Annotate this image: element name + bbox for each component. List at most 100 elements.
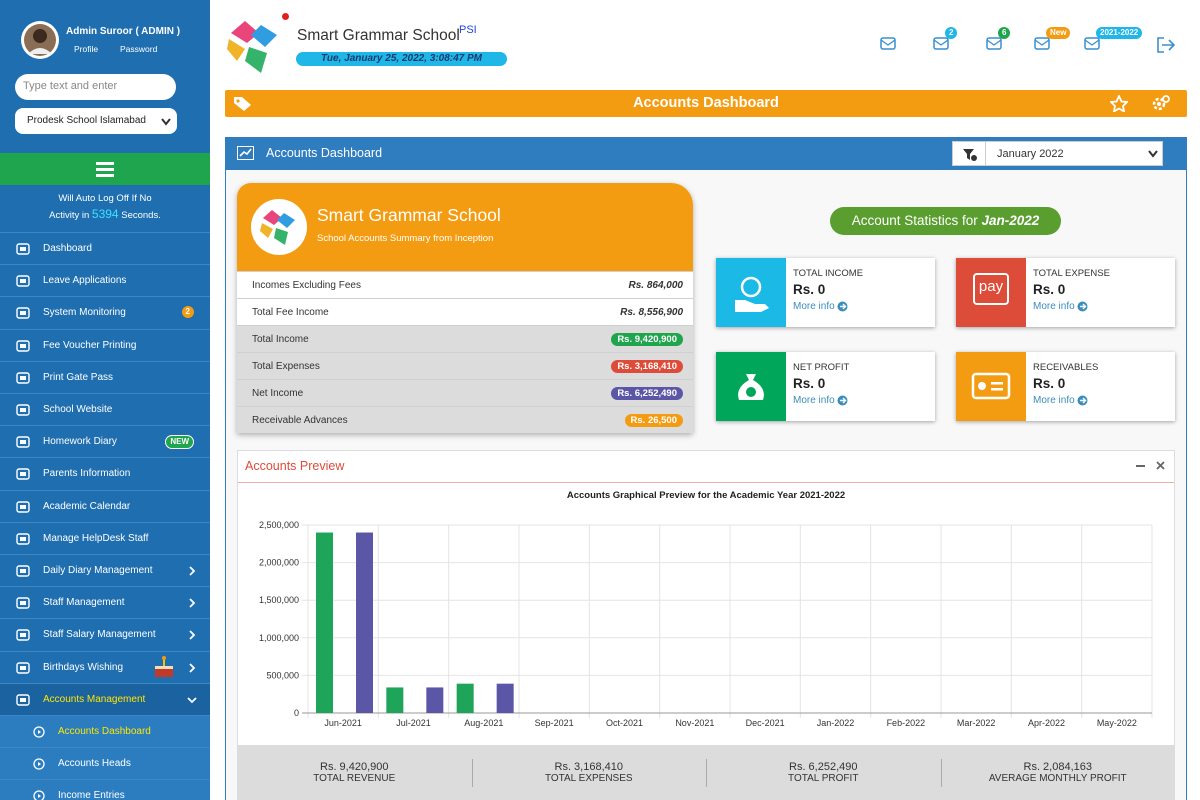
- notify-dot: [282, 13, 289, 20]
- stat-value: Rs. 0: [1033, 376, 1066, 391]
- x-tick-label: Jun-2021: [324, 718, 362, 728]
- total-value: Rs. 6,252,490: [789, 761, 858, 773]
- summary-label: Incomes Excluding Fees: [252, 280, 361, 291]
- menu-label: Print Gate Pass: [43, 371, 114, 383]
- total-label: TOTAL EXPENSES: [544, 773, 633, 784]
- menu-item[interactable]: Staff Management: [0, 586, 210, 618]
- menu-label: Daily Diary Management: [43, 565, 153, 576]
- menu-item[interactable]: Fee Voucher Printing: [0, 328, 210, 361]
- menu-item[interactable]: Leave Applications: [0, 264, 210, 296]
- star-icon[interactable]: [1110, 95, 1128, 112]
- settings-icon[interactable]: [1151, 94, 1171, 113]
- minimize-icon[interactable]: [1136, 464, 1146, 468]
- header-icon[interactable]: [933, 36, 950, 51]
- summary-school: Smart Grammar School: [317, 205, 501, 225]
- menu-icon: [16, 597, 30, 609]
- header-icon[interactable]: [986, 36, 1003, 51]
- school-select[interactable]: Prodesk School Islamabad: [15, 108, 177, 134]
- tag-icon: [234, 97, 251, 111]
- summary-row: Total Expenses Rs. 3,168,410: [237, 352, 693, 379]
- x-tick-label: Oct-2021: [606, 718, 643, 728]
- menu-toggle-bar[interactable]: [0, 153, 210, 185]
- chart-icon: [237, 146, 254, 160]
- close-icon[interactable]: [1156, 461, 1165, 470]
- menu-label: Accounts Dashboard: [58, 726, 151, 737]
- month-filter[interactable]: January 2022: [952, 141, 1163, 166]
- filter-chevron: [1148, 150, 1158, 158]
- bar: [356, 532, 373, 713]
- password-link[interactable]: Password: [120, 44, 158, 54]
- autolog-seconds: 5394: [91, 207, 119, 221]
- bar: [456, 683, 474, 713]
- menu-chevron: [189, 630, 196, 641]
- more-icon: [1077, 301, 1088, 312]
- more-icon: [1077, 395, 1088, 406]
- menu-item[interactable]: School Website: [0, 393, 210, 425]
- menu-item[interactable]: Birthdays Wishing: [0, 650, 210, 683]
- search-box[interactable]: Type text and enter: [15, 74, 176, 100]
- summary-value: Rs. 8,556,900: [620, 307, 683, 318]
- total-value: Rs. 9,420,900: [320, 761, 389, 773]
- stat-box: RECEIVABLES Rs. 0 More info: [956, 352, 1175, 421]
- total-divider: [940, 759, 942, 787]
- select-chevron: [161, 118, 171, 126]
- total-cell: Rs. 2,084,163 AVERAGE MONTHLY PROFIT: [940, 745, 1176, 800]
- menu-item[interactable]: System Monitoring 2: [0, 296, 210, 328]
- stat-value: Rs. 0: [793, 282, 826, 297]
- summary-pill: Rs. 6,252,490: [611, 387, 683, 400]
- menu-item[interactable]: Accounts Heads: [0, 747, 210, 780]
- user-name: Admin Suroor ( ADMIN ): [66, 26, 181, 37]
- header-icon[interactable]: [880, 36, 897, 51]
- total-label: AVERAGE MONTHLY PROFIT: [988, 773, 1127, 784]
- header-badge: 2021-2022: [1096, 27, 1143, 39]
- menu-item[interactable]: Academic Calendar: [0, 489, 210, 522]
- pay-icon: pay: [973, 273, 1009, 305]
- panel-header: Accounts Dashboard January 2022: [225, 137, 1187, 170]
- stat-more[interactable]: More info: [793, 301, 835, 312]
- stat-more[interactable]: More info: [793, 395, 835, 406]
- menu-chevron: [189, 566, 196, 576]
- chart: Accounts Graphical Preview for the Acade…: [259, 490, 1153, 728]
- header-tag: PSI: [459, 24, 477, 36]
- menu-item[interactable]: Accounts Dashboard: [0, 715, 210, 747]
- stat-icon-area: [956, 352, 1026, 421]
- stat-more[interactable]: More info: [1033, 395, 1075, 406]
- menu-item[interactable]: Parents Information: [0, 457, 210, 489]
- more-icon: [837, 301, 848, 312]
- header-icon[interactable]: [1084, 36, 1101, 51]
- sidebar: Admin Suroor ( ADMIN ) Profile Password Typ…: [0, 0, 210, 800]
- menu-item[interactable]: Income Entries: [0, 779, 210, 800]
- x-tick-label: Jan-2022: [817, 718, 855, 728]
- stat-box: TOTAL INCOME Rs. 0 More info: [716, 258, 935, 327]
- menu-icon: [16, 372, 30, 384]
- x-tick-label: May-2022: [1097, 718, 1137, 728]
- menu-item[interactable]: Print Gate Pass: [0, 360, 210, 393]
- menu-item[interactable]: Daily Diary Management: [0, 554, 210, 586]
- menu-label: School Website: [43, 404, 113, 415]
- summary-row: Total Income Rs. 9,420,900: [237, 325, 693, 352]
- menu-item[interactable]: Dashboard: [0, 232, 210, 264]
- menu-icon: [16, 661, 30, 674]
- hamburger-icon: [96, 162, 114, 177]
- menu-label: System Monitoring: [43, 307, 126, 319]
- profile-link[interactable]: Profile: [74, 44, 99, 54]
- x-tick-label: Jul-2021: [396, 718, 431, 728]
- menu-label: Fee Voucher Printing: [43, 339, 137, 351]
- stat-icon-area: [716, 352, 786, 421]
- header-badge: 6: [998, 27, 1011, 39]
- menu-icon: [16, 436, 30, 448]
- menu-item[interactable]: Manage HelpDesk Staff: [0, 521, 210, 554]
- menu-label: Birthdays Wishing: [43, 661, 124, 673]
- menu-icon: [16, 307, 30, 320]
- menu-item[interactable]: Staff Salary Management: [0, 618, 210, 650]
- menu-item[interactable]: Homework Diary NEW: [0, 425, 210, 457]
- school-select-text: Prodesk School Islamabad: [27, 115, 146, 126]
- stat-value: Rs. 0: [793, 376, 826, 391]
- stat-more[interactable]: More info: [1033, 301, 1075, 312]
- logout-icon[interactable]: [1156, 36, 1176, 54]
- header-icon[interactable]: [1034, 36, 1051, 51]
- summary-pill: Rs. 9,420,900: [611, 333, 683, 346]
- menu-chevron: [189, 598, 196, 608]
- menu-item[interactable]: Accounts Management: [0, 682, 210, 715]
